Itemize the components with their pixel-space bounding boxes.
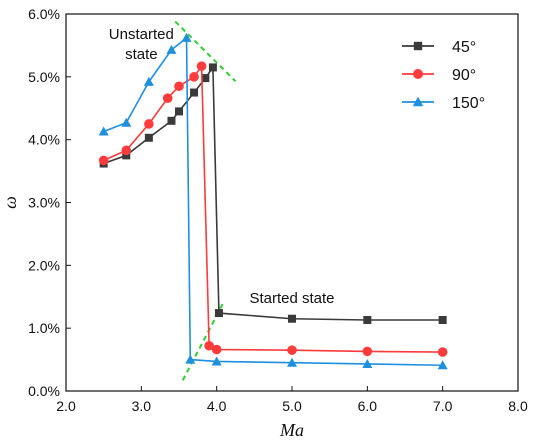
- data-point: [143, 76, 154, 86]
- data-point: [122, 151, 131, 160]
- annotation-line: state: [125, 46, 158, 63]
- x-tick-label: 4.0: [207, 398, 227, 414]
- series-line: [103, 63, 443, 353]
- data-point: [167, 116, 176, 125]
- y-axis-title: ω: [0, 196, 20, 209]
- x-tick-label: 2.0: [56, 398, 76, 414]
- plot-frame: [65, 13, 519, 392]
- x-tick-label: 6.0: [358, 398, 378, 414]
- series-3: [98, 32, 448, 370]
- y-tick-label: 1.0%: [28, 320, 60, 336]
- data-point: [208, 63, 217, 72]
- data-point: [437, 360, 448, 370]
- data-point: [98, 155, 109, 166]
- data-point: [166, 44, 177, 54]
- legend: 45° 90° 150°: [402, 39, 485, 112]
- annotations-layer: Unstarted state Started state: [109, 26, 335, 307]
- y-tick-label: 6.0%: [28, 6, 60, 22]
- series-line: [103, 36, 443, 367]
- ticks-layer: 2.0 3.0 4.0 5.0 6.0 7.0 8.0 0.0% 1.0% 2.0% 3.0% 4.0…: [28, 6, 528, 414]
- series-1: [99, 63, 447, 324]
- data-point: [362, 346, 373, 357]
- data-point: [362, 358, 373, 368]
- x-tick-label: 7.0: [433, 398, 453, 414]
- data-point: [287, 345, 297, 355]
- data-point: [185, 354, 196, 364]
- y-tick-label: 3.0%: [28, 195, 60, 211]
- data-point: [189, 72, 199, 82]
- data-point: [144, 119, 154, 129]
- data-point: [162, 93, 173, 103]
- data-point: [438, 315, 447, 324]
- legend-item: 90°: [402, 67, 476, 84]
- x-tick-label: 8.0: [508, 398, 528, 414]
- legend-item: 45°: [402, 39, 476, 56]
- series-layer: [98, 32, 448, 370]
- data-point: [98, 126, 109, 136]
- annotation-1: Unstarted state: [109, 26, 174, 63]
- y-tick-label: 0.0%: [28, 383, 60, 399]
- axes-layer: [65, 13, 519, 392]
- data-point: [121, 145, 132, 156]
- series-line: [103, 64, 443, 321]
- y-tick-label: 4.0%: [28, 132, 60, 148]
- data-point: [190, 88, 199, 97]
- annotation-2: Started state: [249, 290, 334, 307]
- legend-item: 150°: [402, 95, 485, 112]
- data-point: [196, 61, 207, 71]
- series-2: [98, 61, 448, 357]
- guide-line-1: [174, 20, 237, 82]
- data-point: [204, 340, 214, 351]
- data-point: [181, 32, 192, 42]
- data-point: [437, 347, 448, 357]
- data-point: [363, 315, 372, 324]
- data-point: [121, 117, 132, 127]
- data-point: [287, 357, 297, 367]
- y-tick-label: 5.0%: [28, 69, 60, 85]
- x-axis-title: Ma: [279, 420, 304, 440]
- legend-label: 45°: [452, 39, 476, 56]
- data-point: [201, 74, 210, 83]
- data-point: [144, 133, 153, 142]
- legend-label: 90°: [452, 67, 476, 84]
- y-tick-label: 2.0%: [28, 257, 60, 273]
- data-point: [288, 314, 296, 323]
- data-point: [175, 107, 183, 116]
- legend-layer: 45° 90° 150°: [402, 39, 485, 112]
- annotation-line: Started state: [249, 290, 334, 307]
- x-tick-label: 5.0: [282, 398, 302, 414]
- data-point: [211, 344, 222, 355]
- legend-marker: [413, 69, 423, 79]
- data-point: [211, 356, 222, 366]
- legend-marker: [413, 41, 423, 51]
- data-point: [214, 309, 223, 318]
- x-tick-label: 3.0: [132, 398, 152, 414]
- annotation-line: Unstarted: [109, 26, 174, 43]
- legend-label: 150°: [452, 95, 485, 112]
- legend-marker: [412, 96, 424, 107]
- data-point: [174, 81, 184, 92]
